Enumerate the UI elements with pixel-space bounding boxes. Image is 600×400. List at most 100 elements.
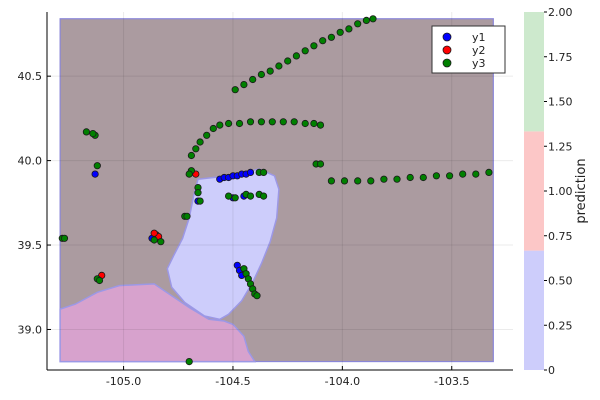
point-y3 xyxy=(157,238,165,246)
point-y3 xyxy=(406,173,414,182)
point-y3 xyxy=(327,33,335,41)
point-y3 xyxy=(266,67,274,75)
point-y3 xyxy=(231,194,239,202)
point-y3 xyxy=(369,15,377,23)
point-y3 xyxy=(310,42,318,50)
point-y3 xyxy=(231,86,239,94)
point-y3 xyxy=(340,177,349,185)
point-y3 xyxy=(249,75,257,84)
point-y3 xyxy=(246,118,255,126)
point-y3 xyxy=(345,25,353,33)
point-y3 xyxy=(268,118,276,126)
point-y3 xyxy=(240,81,248,89)
point-y3 xyxy=(459,170,467,178)
axes: -105.0 -104.5 -104.0 -103.5 39.0 39.5 40.0 40.5 xyxy=(18,12,513,388)
point-y3 xyxy=(257,118,265,126)
point-y3 xyxy=(301,47,309,55)
point-y3 xyxy=(187,151,195,160)
colorbar-tick-label: 0.75 xyxy=(548,230,573,243)
point-y3 xyxy=(336,28,344,36)
point-y3 xyxy=(259,192,268,200)
legend-marker-y1 xyxy=(442,32,452,42)
x-tick-label: -105.0 xyxy=(106,375,141,388)
point-y3 xyxy=(284,57,292,65)
legend-label-y3: y3 xyxy=(472,57,486,70)
colorbar-label: prediction xyxy=(574,158,589,223)
y-tick-label: 39.0 xyxy=(18,323,43,336)
colorbar-tick-label: 2.00 xyxy=(548,6,573,19)
point-y3 xyxy=(225,119,233,128)
point-y3 xyxy=(327,177,335,185)
point-y1 xyxy=(91,170,99,178)
plot-area xyxy=(59,18,494,363)
y-tick-label: 40.0 xyxy=(18,155,43,168)
y-tick-label: 40.5 xyxy=(18,70,43,83)
colorbar-tick-label: 0.25 xyxy=(548,319,573,332)
point-y3 xyxy=(203,131,211,139)
point-y3 xyxy=(150,236,158,244)
point-y3 xyxy=(380,175,388,183)
point-y3 xyxy=(235,119,244,128)
point-y3 xyxy=(246,192,255,200)
point-y3 xyxy=(93,162,101,170)
colorbar-tick-label: 1.50 xyxy=(548,96,573,109)
point-y3 xyxy=(216,121,224,129)
point-y3 xyxy=(194,189,202,197)
colorbar-band-2 xyxy=(524,12,544,132)
grid xyxy=(47,12,513,370)
legend-label-y2: y2 xyxy=(472,44,486,57)
point-y1 xyxy=(246,168,255,176)
point-y3 xyxy=(292,52,300,60)
x-tick-label: -104.0 xyxy=(325,375,360,388)
point-y3 xyxy=(301,119,309,128)
x-tick-label: -103.5 xyxy=(434,375,469,388)
point-y3 xyxy=(275,62,283,70)
colorbar-tick-label: 0 xyxy=(548,364,555,377)
x-tick-label: -104.5 xyxy=(215,375,250,388)
point-y3 xyxy=(472,170,480,178)
point-y3 xyxy=(367,177,375,185)
point-y3 xyxy=(257,70,265,79)
point-y3 xyxy=(316,160,325,168)
colorbar-tick-label: 1.75 xyxy=(548,51,573,64)
y-tick-label: 39.5 xyxy=(18,239,43,252)
point-y3 xyxy=(419,173,427,182)
point-y3 xyxy=(445,172,454,180)
colorbar: 0 0.25 0.50 0.75 1.00 1.25 1.50 1.75 2.00 predict… xyxy=(524,6,589,377)
point-y3 xyxy=(319,37,327,45)
point-y3 xyxy=(209,124,217,133)
markers xyxy=(58,15,493,366)
point-y3 xyxy=(183,212,191,220)
point-y3 xyxy=(225,192,233,200)
colorbar-band-1 xyxy=(524,131,544,251)
point-y3 xyxy=(95,276,104,285)
point-y3 xyxy=(253,292,261,300)
colorbar-band-0 xyxy=(524,250,544,370)
point-y3 xyxy=(259,168,268,176)
colorbar-tick-label: 1.00 xyxy=(548,185,573,198)
point-y3 xyxy=(60,234,69,242)
legend-label-y1: y1 xyxy=(472,31,486,44)
point-y3 xyxy=(185,170,193,178)
legend-marker-y2 xyxy=(442,45,452,55)
point-y3 xyxy=(393,175,401,183)
point-y3 xyxy=(354,177,362,185)
point-y3 xyxy=(185,357,193,366)
point-y3 xyxy=(290,118,298,126)
point-y3 xyxy=(316,121,325,129)
point-y3 xyxy=(196,197,204,205)
point-y2 xyxy=(150,229,158,237)
colorbar-tick-label: 0.50 xyxy=(548,275,573,288)
point-y3 xyxy=(362,16,370,24)
point-y3 xyxy=(82,128,91,136)
point-y3 xyxy=(192,145,200,153)
point-y3 xyxy=(485,168,493,176)
point-y3 xyxy=(310,119,318,128)
legend-marker-y3 xyxy=(442,58,452,68)
colorbar-tick-label: 1.25 xyxy=(548,140,573,153)
point-y3 xyxy=(279,118,287,126)
point-y3 xyxy=(432,172,440,180)
region-1 xyxy=(59,283,257,363)
